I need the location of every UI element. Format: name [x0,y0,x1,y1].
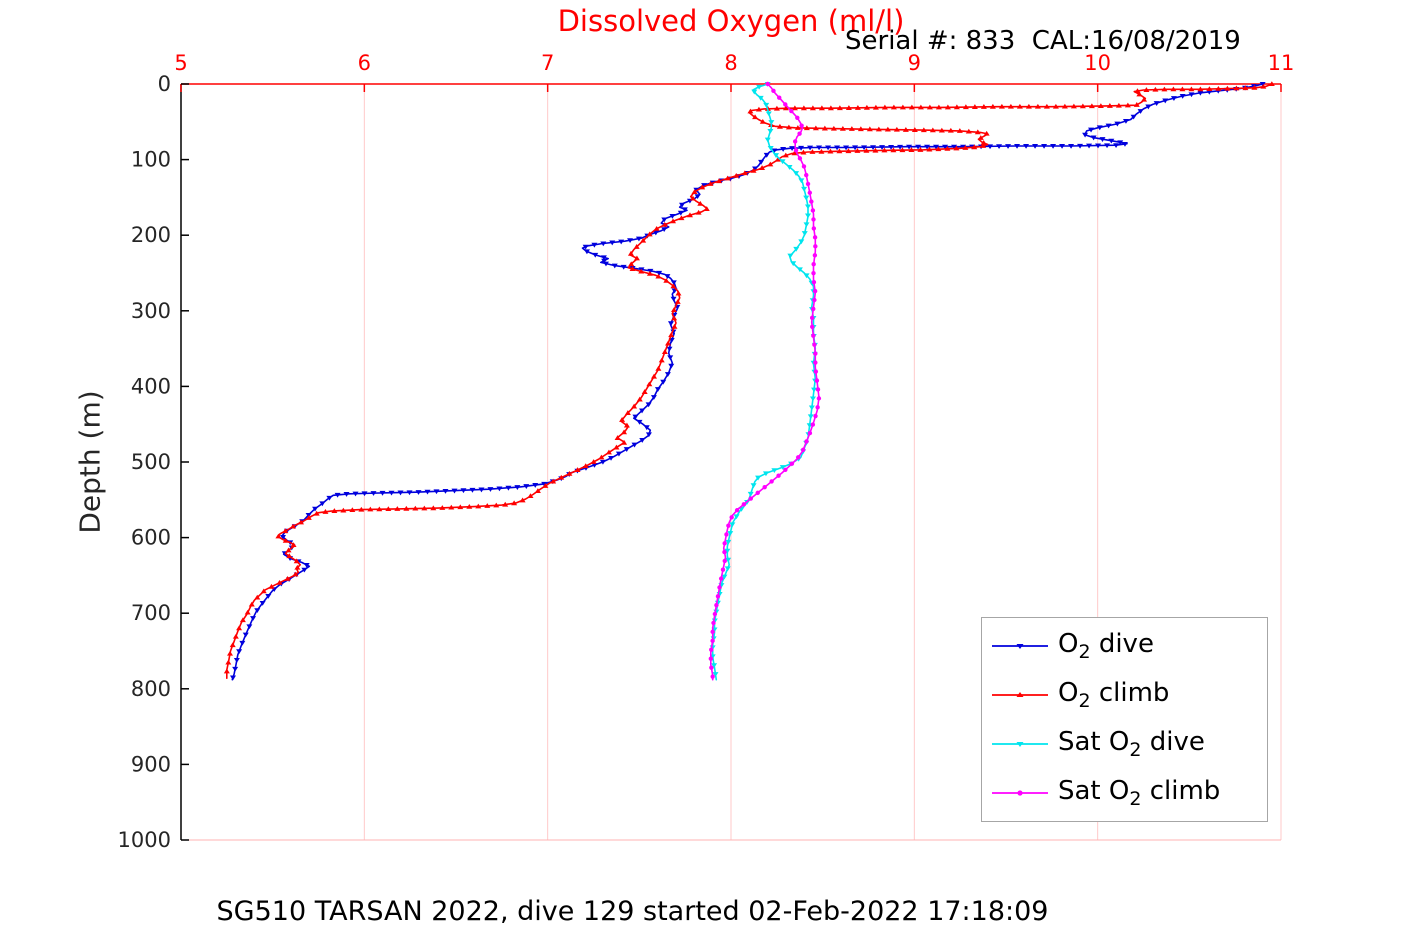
y-tick-label: 400 [131,374,171,398]
x-tick-label: 6 [358,51,371,75]
y-tick-label: 600 [131,526,171,550]
x-tick-label: 8 [724,51,737,75]
legend-sample-svg [992,644,1048,650]
series-line-sat-o2-dive [711,83,817,681]
legend-label: O2 dive [1058,629,1154,664]
x-tick-label: 9 [908,51,921,75]
legend-item-sat-o2-climb: Sat O2 climb [982,769,1267,817]
y-tick-label: 200 [131,223,171,247]
x-tick-label: 11 [1268,51,1295,75]
y-tick-label: 100 [131,148,171,172]
legend-line-sample [990,636,1050,656]
legend-line-sample [990,734,1050,754]
x-tick-label: 7 [541,51,554,75]
legend-sample-svg [992,692,1048,698]
legend-line-sample [990,685,1050,705]
series-markers-sat-o2-dive [709,82,819,677]
y-tick-label: 800 [131,677,171,701]
x-tick-label: 10 [1084,51,1111,75]
y-tick-label: 1000 [118,828,171,852]
y-tick-label: 900 [131,752,171,776]
y-axis-label: Depth (m) [73,390,107,534]
legend-item-sat-o2-dive: Sat O2 dive [982,720,1267,768]
legend-sample-svg [992,741,1048,747]
series-line-o2-climb [226,83,1273,679]
x-tick-label: 5 [174,51,187,75]
y-tick-label: 0 [158,72,171,96]
legend-box: O2 dive O2 climb Sat O2 dive Sat O2 clim… [981,617,1268,822]
legend-label: O2 climb [1058,678,1170,713]
legend-line-sample [990,783,1050,803]
y-tick-label: 500 [131,450,171,474]
y-tick-label: 700 [131,601,171,625]
legend-sample-svg [992,790,1048,796]
chart-title: Dissolved Oxygen (ml/l) [557,4,905,38]
legend-label: Sat O2 climb [1058,775,1221,810]
series-markers-o2-climb [223,81,1275,674]
series-markers-sat-o2-climb [708,81,822,679]
y-tick-label: 300 [131,299,171,323]
series-line-sat-o2-climb [710,83,820,681]
legend-item-o2-dive: O2 dive [982,622,1267,670]
legend-item-o2-climb: O2 climb [982,671,1267,719]
serial-calibration-annotation: Serial #: 833 CAL:16/08/2019 [845,26,1241,56]
dive-caption: SG510 TARSAN 2022, dive 129 started 02-F… [216,896,1049,927]
legend-label: Sat O2 dive [1058,726,1205,761]
